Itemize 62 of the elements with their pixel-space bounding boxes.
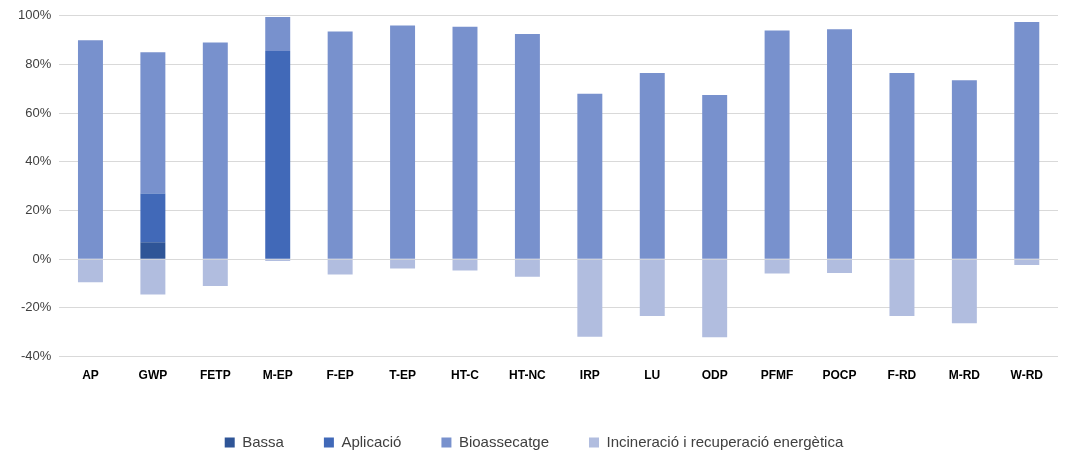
x-tick-label: F-RD [887, 368, 917, 383]
bar [202, 259, 228, 287]
bar [889, 259, 915, 316]
bar [77, 40, 103, 259]
y-tick-label: -20% [20, 299, 52, 315]
legend-label: Incineració i recuperació energètica [606, 432, 844, 450]
x-tick-label: AP [82, 368, 99, 383]
bar [764, 259, 790, 274]
bar [140, 52, 166, 194]
legend-label: Aplicació [341, 432, 402, 450]
x-tick-label: F-EP [326, 368, 354, 383]
bar [140, 193, 166, 243]
bar [951, 80, 977, 259]
x-tick-label: M-RD [948, 368, 981, 383]
bar [140, 242, 166, 259]
bar [639, 73, 665, 259]
bar [764, 30, 790, 259]
y-tick-label: 80% [25, 56, 52, 72]
bar [951, 259, 977, 324]
bar [514, 34, 540, 259]
x-tick-label: GWP [138, 368, 168, 383]
y-tick-label: 0% [32, 250, 52, 266]
x-tick-label: W-RD [1010, 368, 1044, 383]
bar [639, 259, 665, 316]
bar [514, 259, 540, 277]
x-tick-label: M-EP [262, 368, 293, 383]
bar [327, 259, 353, 275]
bar [1014, 21, 1040, 259]
bar [202, 42, 228, 259]
y-tick-label: 100% [18, 7, 52, 23]
bar [390, 259, 416, 269]
bar [140, 259, 166, 295]
legend-label: Bassa [242, 432, 285, 450]
bar [265, 17, 291, 52]
bar [702, 259, 728, 338]
x-tick-label: POCP [822, 368, 857, 383]
bar [889, 73, 915, 259]
y-tick-label: 60% [25, 104, 52, 120]
bar [452, 26, 478, 259]
bar [577, 259, 603, 337]
x-tick-label: HT-NC [509, 368, 547, 383]
x-tick-label: FETP [199, 368, 231, 383]
x-tick-label: IRP [579, 368, 600, 383]
bar [827, 259, 853, 274]
x-tick-label: HT-C [450, 368, 480, 383]
legend-label: Bioassecatge [458, 432, 549, 450]
bar [577, 93, 603, 259]
bar [1014, 259, 1040, 266]
bar [452, 259, 478, 271]
y-tick-label: -40% [20, 348, 52, 364]
y-tick-label: 40% [25, 153, 52, 169]
bar [702, 94, 728, 259]
bar [827, 29, 853, 259]
x-tick-label: PFMF [760, 368, 794, 383]
x-tick-label: ODP [701, 368, 728, 383]
bar [77, 259, 103, 283]
x-tick-label: LU [644, 368, 661, 383]
x-tick-label: T-EP [389, 368, 416, 383]
bar [265, 51, 291, 259]
bar [327, 31, 353, 259]
bar [390, 25, 416, 259]
y-tick-label: 20% [25, 202, 52, 218]
